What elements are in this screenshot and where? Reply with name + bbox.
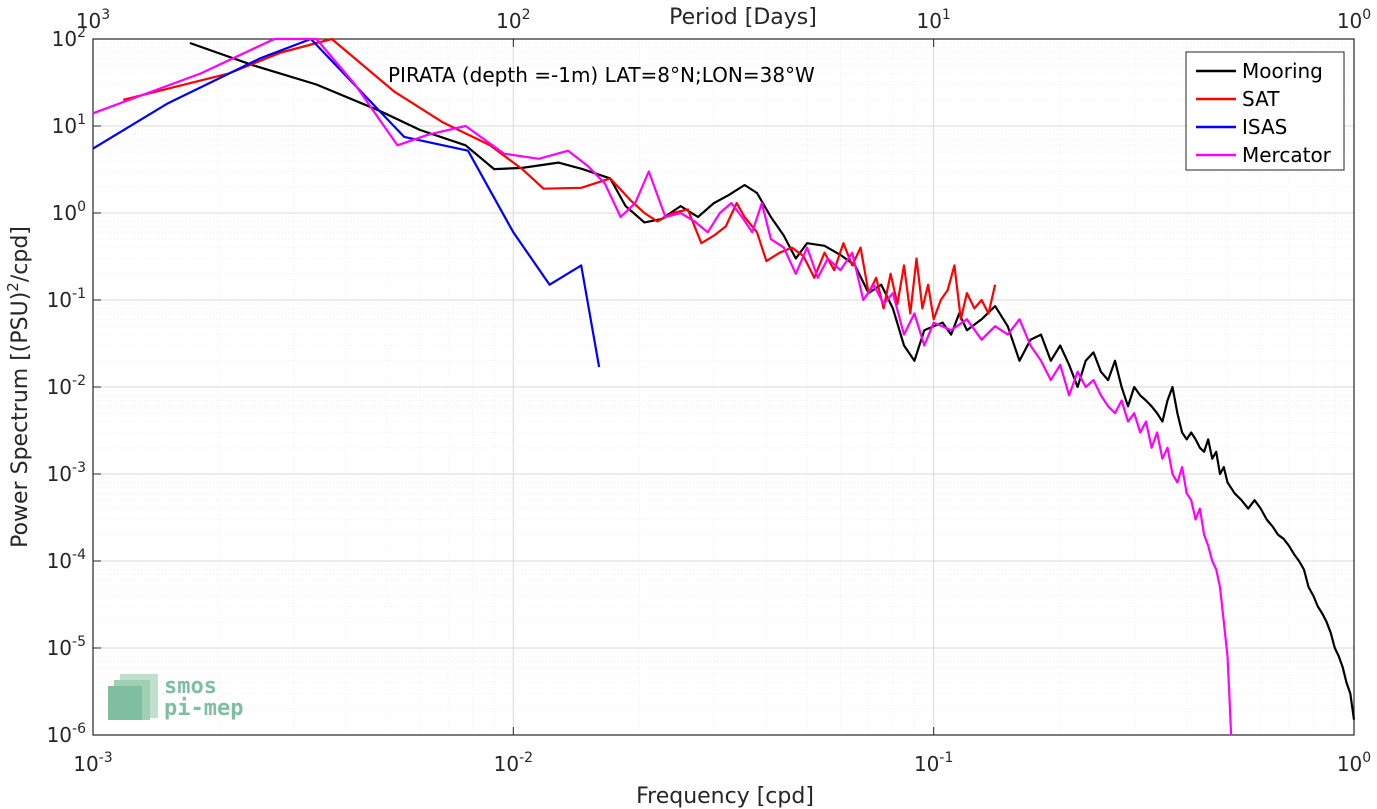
y-tick-label: 102 (52, 25, 86, 51)
top-axis-label: Period [Days] (669, 5, 817, 30)
top-tick-label-exponent: 2 (522, 7, 531, 23)
series-line-mooring (189, 41, 1356, 720)
x-tick-label-exponent: -2 (519, 750, 533, 766)
y-tick-label: 10-2 (47, 373, 86, 399)
y-tick-label-exponent: -3 (72, 460, 86, 476)
legend-label-isas: ISAS (1242, 115, 1287, 139)
y-tick-label: 10-3 (47, 460, 86, 486)
top-tick-label-exponent: 3 (101, 7, 110, 23)
series-line-isas (92, 37, 601, 368)
y-tick-label-exponent: 0 (77, 199, 86, 215)
top-tick-label: 102 (496, 7, 530, 33)
top-tick-label-base: 10 (76, 9, 101, 33)
y-tick-label: 101 (52, 112, 86, 138)
top-tick-label-base: 10 (1337, 9, 1362, 33)
x-axis-label: Frequency [cpd] (636, 784, 814, 809)
y-tick-label: 10-1 (47, 286, 86, 312)
y-tick-label-base: 10 (52, 27, 77, 51)
top-tick-label: 100 (1337, 7, 1371, 33)
annotation-text: PIRATA (depth =-1m) LAT=8°N;LON=38°W (388, 63, 815, 87)
x-tick-label-exponent: -1 (939, 750, 953, 766)
logo: smos pi-mep (108, 674, 243, 721)
y-axis-label: Power Spectrum [(PSU)2/cpd] (4, 226, 33, 548)
top-tick-label: 101 (916, 7, 950, 33)
y-tick-label-exponent: -5 (72, 634, 86, 650)
x-tick-label: 10-1 (914, 750, 953, 776)
y-tick-label-exponent: -4 (72, 547, 86, 563)
y-tick-label: 100 (52, 199, 86, 225)
logo-line2: pi-mep (164, 696, 243, 721)
logo-mark-front (108, 686, 142, 720)
y-tick-label-exponent: -6 (72, 721, 86, 737)
y-tick-label-base: 10 (52, 201, 77, 225)
y-tick-label-exponent: 2 (77, 25, 86, 41)
x-tick-label-base: 10 (494, 752, 519, 776)
top-tick-label: 103 (76, 7, 110, 33)
y-tick-label: 10-5 (47, 634, 86, 660)
legend-label-sat: SAT (1242, 87, 1280, 111)
series-line-sat (122, 37, 997, 321)
x-tick-label: 10-3 (73, 750, 112, 776)
series-line-mercator (92, 37, 1233, 736)
y-tick-label-base: 10 (47, 549, 72, 573)
x-tick-label-exponent: -3 (99, 750, 113, 766)
y-axis-label-tail: /cpd] (8, 226, 33, 282)
legend: Mooring SAT ISAS Mercator (1185, 51, 1345, 171)
top-tick-label-base: 10 (496, 9, 521, 33)
top-tick-label-exponent: 1 (942, 7, 951, 23)
x-tick-label-exponent: 0 (1362, 750, 1371, 766)
top-tick-label-exponent: 0 (1362, 7, 1371, 23)
x-tick-label-base: 10 (1337, 752, 1362, 776)
x-tick-label-base: 10 (914, 752, 939, 776)
series-layer (92, 37, 1356, 736)
y-tick-label: 10-6 (47, 721, 87, 747)
logo-line1: smos (164, 674, 217, 699)
y-tick-label: 10-4 (47, 547, 87, 573)
y-tick-label-base: 10 (47, 462, 72, 486)
top-tick-label-base: 10 (916, 9, 941, 33)
x-tick-label: 100 (1337, 750, 1371, 776)
y-tick-label-base: 10 (52, 114, 77, 138)
y-axis-label-main: Power Spectrum [(PSU) (8, 292, 33, 548)
legend-label-mooring: Mooring (1242, 59, 1323, 83)
x-tick-label-base: 10 (73, 752, 98, 776)
y-tick-label-base: 10 (47, 636, 72, 660)
y-tick-label-base: 10 (47, 375, 72, 399)
y-tick-label-exponent: -2 (72, 373, 86, 389)
x-tick-label: 10-2 (494, 750, 533, 776)
legend-items: Mooring SAT ISAS Mercator (1196, 59, 1332, 167)
legend-label-mercator: Mercator (1242, 143, 1332, 167)
y-tick-label-exponent: 1 (77, 112, 86, 128)
y-tick-label-base: 10 (47, 288, 72, 312)
y-axis-label-sup: 2 (4, 282, 22, 292)
y-tick-label-exponent: -1 (72, 286, 86, 302)
y-tick-label-base: 10 (47, 723, 72, 747)
